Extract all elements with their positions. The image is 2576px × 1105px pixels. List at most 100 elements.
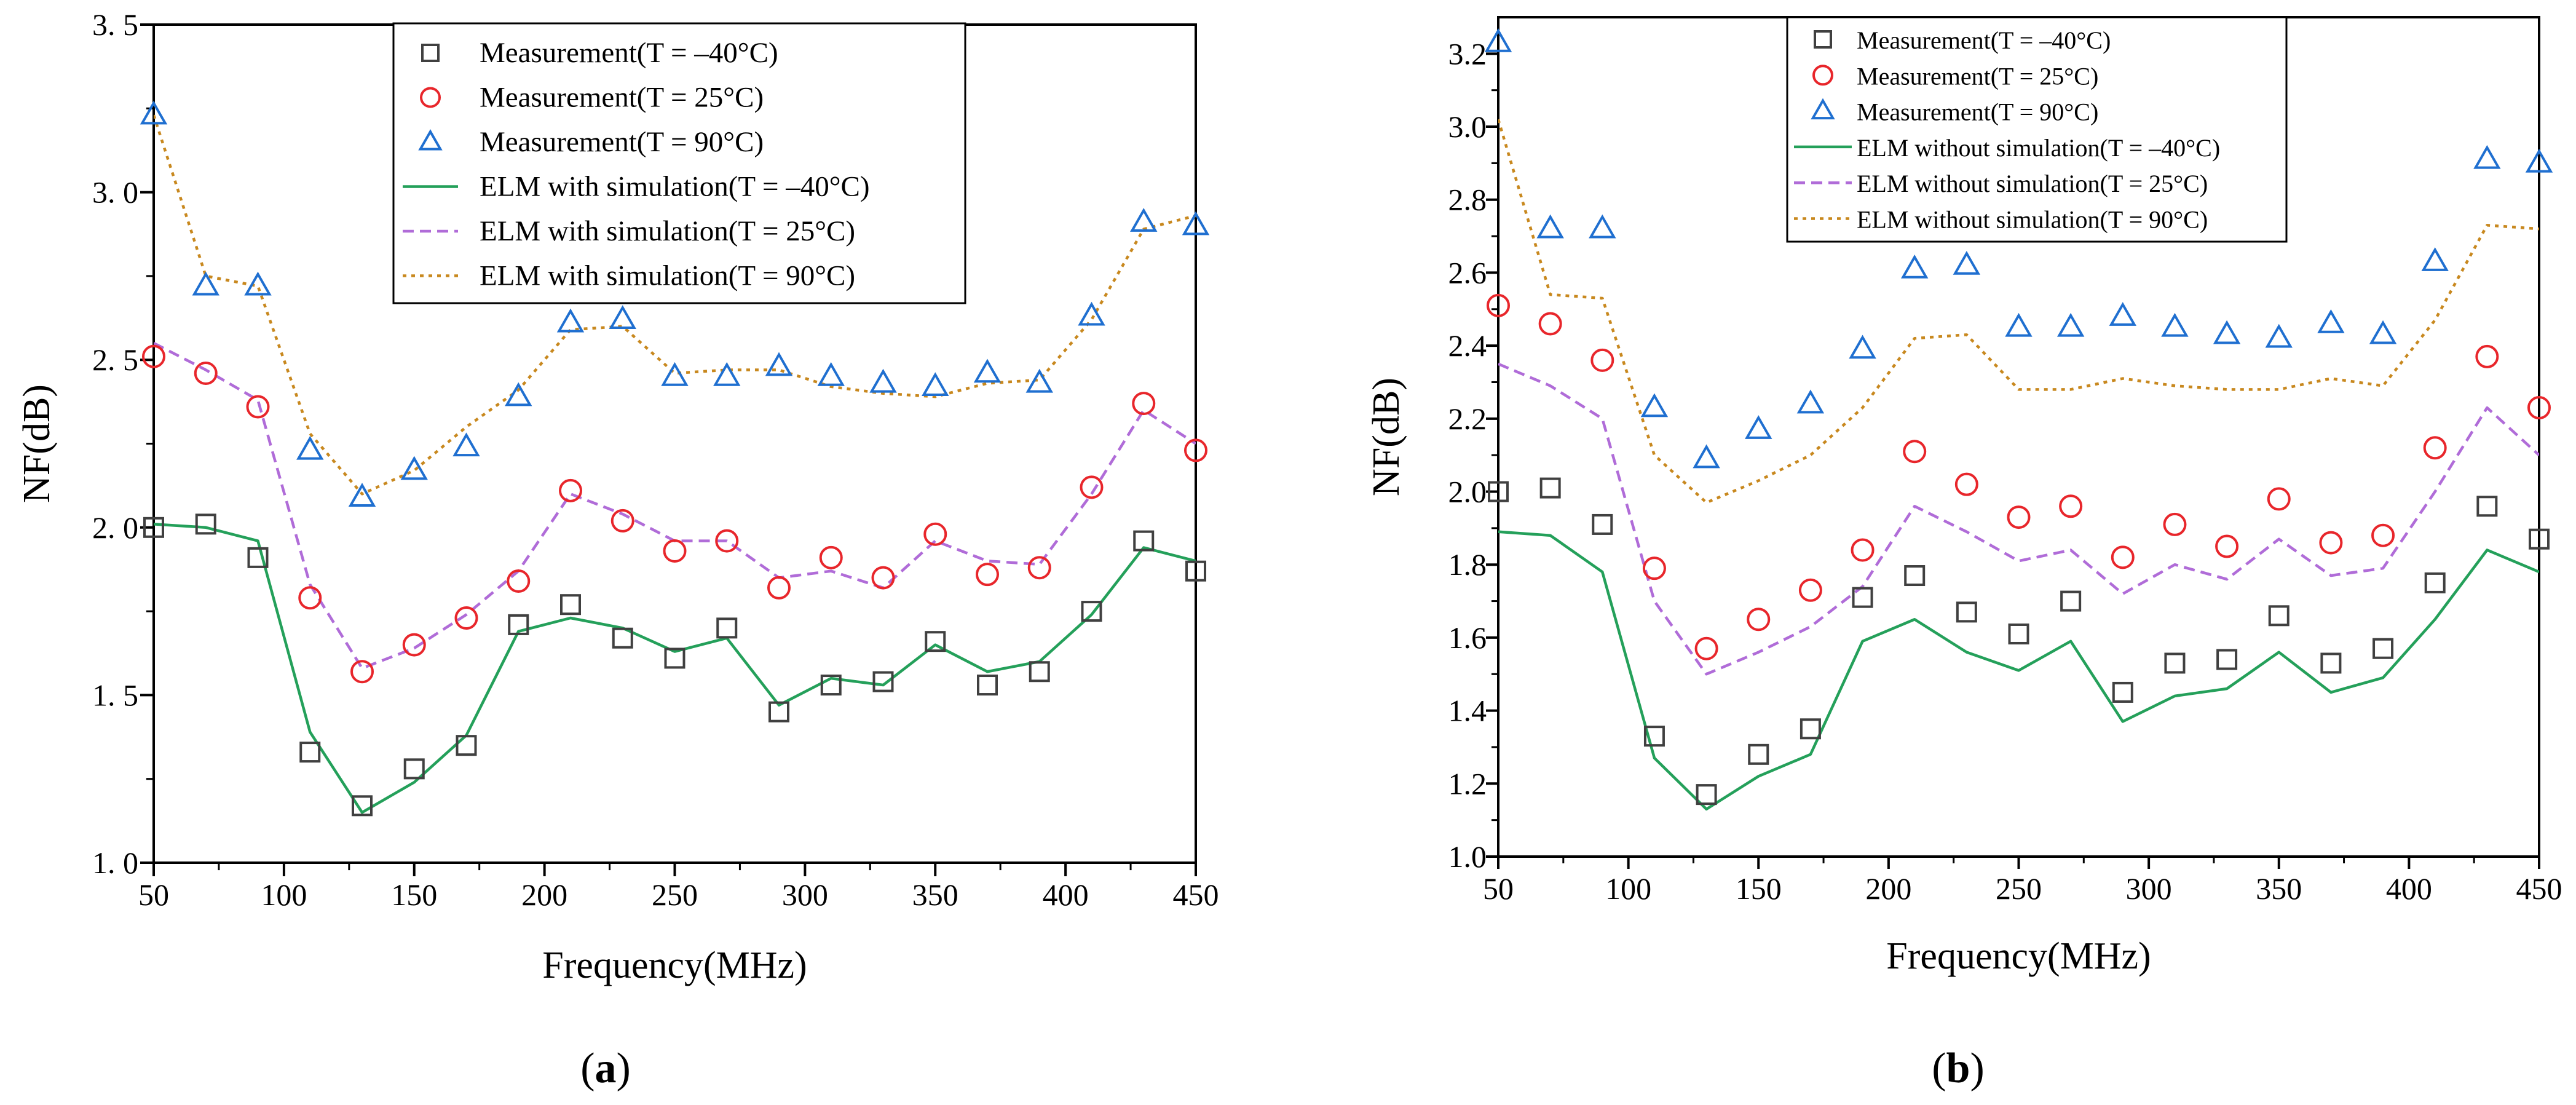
square-marker [1800,718,1821,740]
circle-marker [923,522,947,546]
circle-marker [610,509,634,533]
square-marker [925,631,946,652]
square-marker [403,758,425,780]
square-marker [560,594,581,616]
square-marker [2112,681,2133,703]
triangle-marker [2421,247,2449,271]
x-tick-label: 400 [1043,877,1089,912]
series-line [1498,530,2539,811]
circle-marker [1747,608,1771,632]
square-marker [2216,649,2238,670]
square-marker [2320,652,2342,674]
circle-marker [1027,556,1051,580]
y-tick-label: 3. 0 [92,175,138,210]
triangle-marker [2109,302,2136,326]
triangle-marker [1953,251,1981,275]
legend-square-marker [1814,30,1832,49]
square-marker [1956,601,1977,623]
square-marker [2476,496,2498,517]
square-marker [2373,638,2394,659]
square-marker [1081,601,1102,622]
triangle-marker [2005,312,2033,337]
x-tick-label: 200 [521,877,567,912]
triangle-marker [1849,335,1876,359]
legend-label: ELM with simulation(T = –40°C) [480,171,870,203]
square-marker [1539,477,1561,499]
y-tick-label: 2.0 [1448,475,1487,509]
square-marker [1029,661,1050,683]
circle-marker [298,586,322,610]
y-tick-label: 2.2 [1448,402,1487,436]
legend-label: Measurement(T = 90°C) [1857,98,2098,126]
square-marker [2529,528,2550,550]
circle-marker [2423,436,2447,460]
triangle-marker [296,435,324,460]
triangle-marker [1130,208,1158,232]
panel-b: 50 100 150 200 250 300 350 400 450 1.0 1.2 1.4 1.6 1.… [1365,16,2562,1092]
triangle-marker [2056,312,2085,337]
x-tick-label: 50 [138,877,169,912]
legend-square-marker [421,44,440,62]
circle-marker [715,529,739,553]
legend-label: Measurement(T = –40°C) [480,37,778,69]
legend-label: ELM without simulation(T = 25°C) [1857,170,2208,197]
square-marker [1592,513,1613,535]
y-tick-label: 2.6 [1448,255,1487,290]
square-marker [508,614,529,635]
legend-label: ELM without simulation(T = 90°C) [1857,206,2208,234]
x-tick-label: 300 [2126,871,2172,906]
triangle-marker [1484,28,1512,52]
square-marker [820,675,842,696]
square-marker [977,675,998,696]
x-tick-label: 450 [1173,877,1219,912]
square-marker [352,795,373,817]
y-tick-label: 3. 5 [92,7,138,42]
triangle-marker [2317,309,2345,333]
triangle-marker [2369,320,2397,344]
circle-marker [1798,578,1822,602]
legend-label: Measurement(T = 90°C) [480,126,764,158]
x-tick-label: 250 [652,877,698,912]
triangle-marker [452,432,480,457]
circle-marker [142,344,165,368]
legend-circle-marker [1812,65,1833,86]
legend: Measurement(T = –40°C) Measurement(T = 25… [1786,16,2288,243]
y-tick-label: 3.0 [1448,109,1487,144]
legend-label: Measurement(T = 25°C) [1857,62,2098,90]
legend-circle-marker [420,87,441,108]
triangle-marker [140,100,168,125]
square-marker [143,517,164,538]
y-tick-label: 2. 5 [92,343,138,377]
circle-marker [402,633,426,657]
y-tick-label: 1.6 [1448,620,1487,655]
circle-marker [2215,534,2239,558]
circle-marker [2163,512,2187,536]
circle-marker [2059,494,2083,518]
y-tick-label: 2.4 [1448,328,1487,363]
triangle-marker [1078,301,1105,326]
circle-marker [819,545,843,569]
legend: Measurement(T = –40°C) Measurement(T = 25… [392,22,966,304]
square-marker [664,648,685,669]
square-marker [2268,605,2290,627]
square-marker [247,547,269,568]
triangle-marker [765,352,793,376]
x-tick-label: 300 [782,877,828,912]
x-axis-title: Frequency(MHz) [542,945,807,986]
circle-marker [2475,344,2499,368]
series-line [154,523,1196,814]
circle-marker [2111,545,2135,569]
triangle-marker [2525,148,2553,173]
x-tick-label: 400 [2386,871,2432,906]
circle-marker [1487,293,1510,317]
circle-marker [2371,523,2395,547]
circle-marker [1851,538,1875,562]
square-marker [1748,743,1769,765]
circle-marker [767,576,791,600]
legend-box [1786,16,2288,243]
triangle-marker [922,372,949,397]
y-tick-label: 3.2 [1448,36,1487,71]
triangle-marker [244,271,272,296]
series-line [1498,119,2539,504]
